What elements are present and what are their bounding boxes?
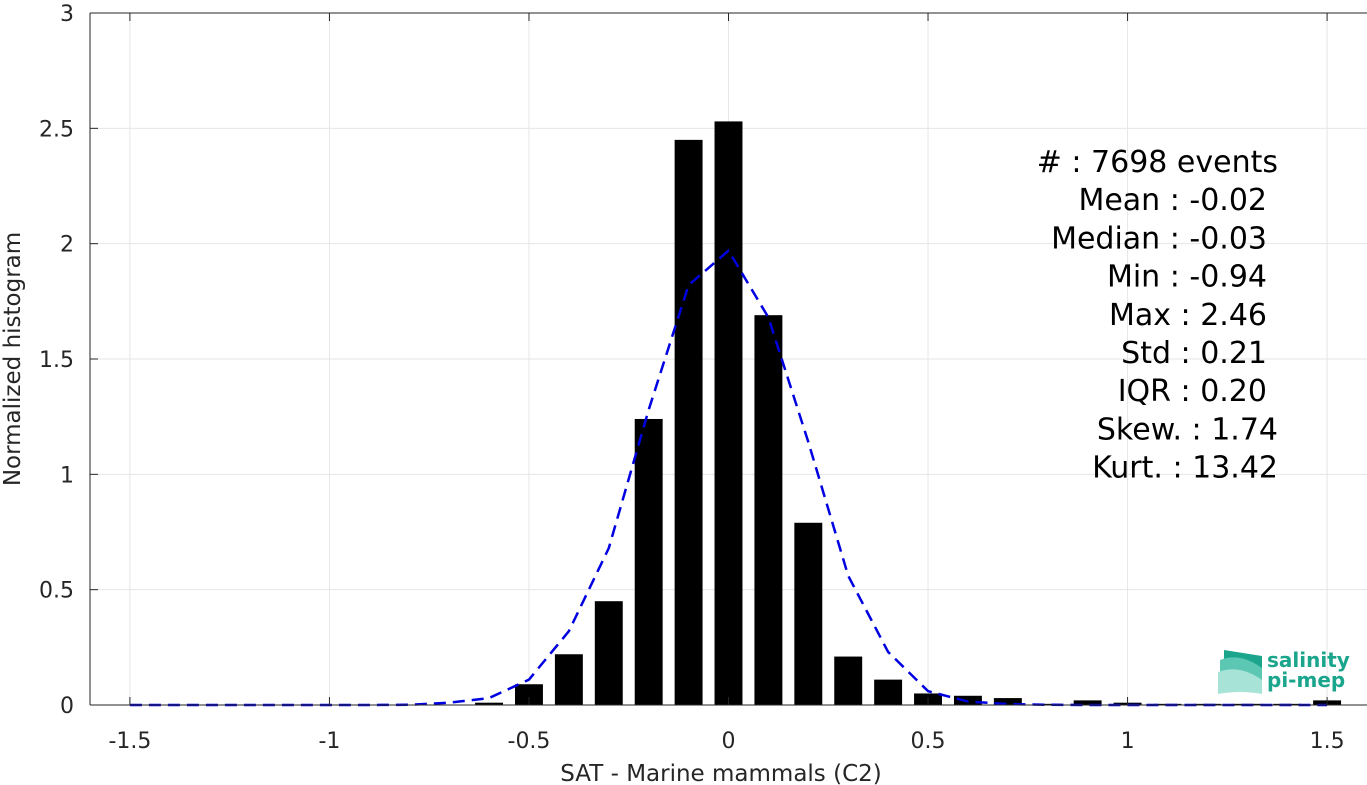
histogram-bars bbox=[475, 121, 1342, 705]
histogram-bar bbox=[754, 315, 783, 705]
histogram-bar bbox=[874, 679, 903, 705]
histogram-bar bbox=[674, 139, 703, 705]
histogram-bar bbox=[475, 702, 504, 705]
x-axis-ticks: -1.5 -1 -0.5 0 0.5 1 1.5 bbox=[108, 13, 1345, 754]
histogram-bar bbox=[594, 601, 623, 705]
stats-line: Skew. : 1.74 bbox=[1097, 412, 1278, 447]
y-tick-label: 2 bbox=[60, 233, 74, 258]
stats-line: IQR : 0.20 bbox=[1118, 374, 1267, 409]
x-tick-label: 0.5 bbox=[911, 729, 946, 754]
logo-line-2: pi-mep bbox=[1267, 668, 1345, 692]
histogram-bar bbox=[794, 522, 823, 705]
histogram-bar bbox=[714, 121, 743, 705]
x-tick-label: 1 bbox=[1121, 729, 1135, 754]
histogram-bar bbox=[634, 418, 663, 705]
stats-line: Max : 2.46 bbox=[1109, 298, 1267, 333]
stats-line: Kurt. : 13.42 bbox=[1092, 451, 1278, 486]
stats-line: Mean : -0.02 bbox=[1078, 183, 1267, 218]
x-tick-label: 0 bbox=[722, 729, 736, 754]
logo-line-1: salinity bbox=[1267, 648, 1350, 672]
histogram-bar bbox=[1073, 700, 1102, 705]
wave-icon bbox=[1218, 650, 1262, 694]
salinity-pi-mep-logo: salinity pi-mep bbox=[1218, 648, 1350, 694]
y-tick-label: 1 bbox=[60, 463, 74, 488]
y-tick-label: 0 bbox=[60, 694, 74, 719]
x-tick-label: -1 bbox=[318, 729, 340, 754]
stats-line: Min : -0.94 bbox=[1107, 260, 1267, 295]
histogram-bar bbox=[515, 684, 543, 705]
x-tick-label: -1.5 bbox=[108, 729, 151, 754]
y-axis-ticks: 0 0.5 1 1.5 2 2.5 3 bbox=[39, 2, 98, 719]
stats-line: # : 7698 events bbox=[1037, 145, 1278, 180]
stats-line: Std : 0.21 bbox=[1121, 336, 1267, 371]
y-tick-label: 2.5 bbox=[39, 117, 74, 142]
histogram-bar bbox=[1033, 703, 1062, 705]
histogram-bar bbox=[554, 654, 583, 705]
x-axis-label: SAT - Marine mammals (C2) bbox=[560, 761, 882, 785]
x-tick-label: 1.5 bbox=[1310, 729, 1345, 754]
stats-line: Median : -0.03 bbox=[1051, 221, 1267, 256]
histogram-bar bbox=[993, 698, 1022, 705]
x-tick-label: -0.5 bbox=[508, 729, 551, 754]
y-tick-label: 1.5 bbox=[39, 348, 74, 373]
y-tick-label: 3 bbox=[60, 2, 74, 27]
y-axis-label: Normalized histogram bbox=[0, 232, 26, 486]
histogram-bar bbox=[834, 656, 863, 705]
y-tick-label: 0.5 bbox=[39, 579, 74, 604]
